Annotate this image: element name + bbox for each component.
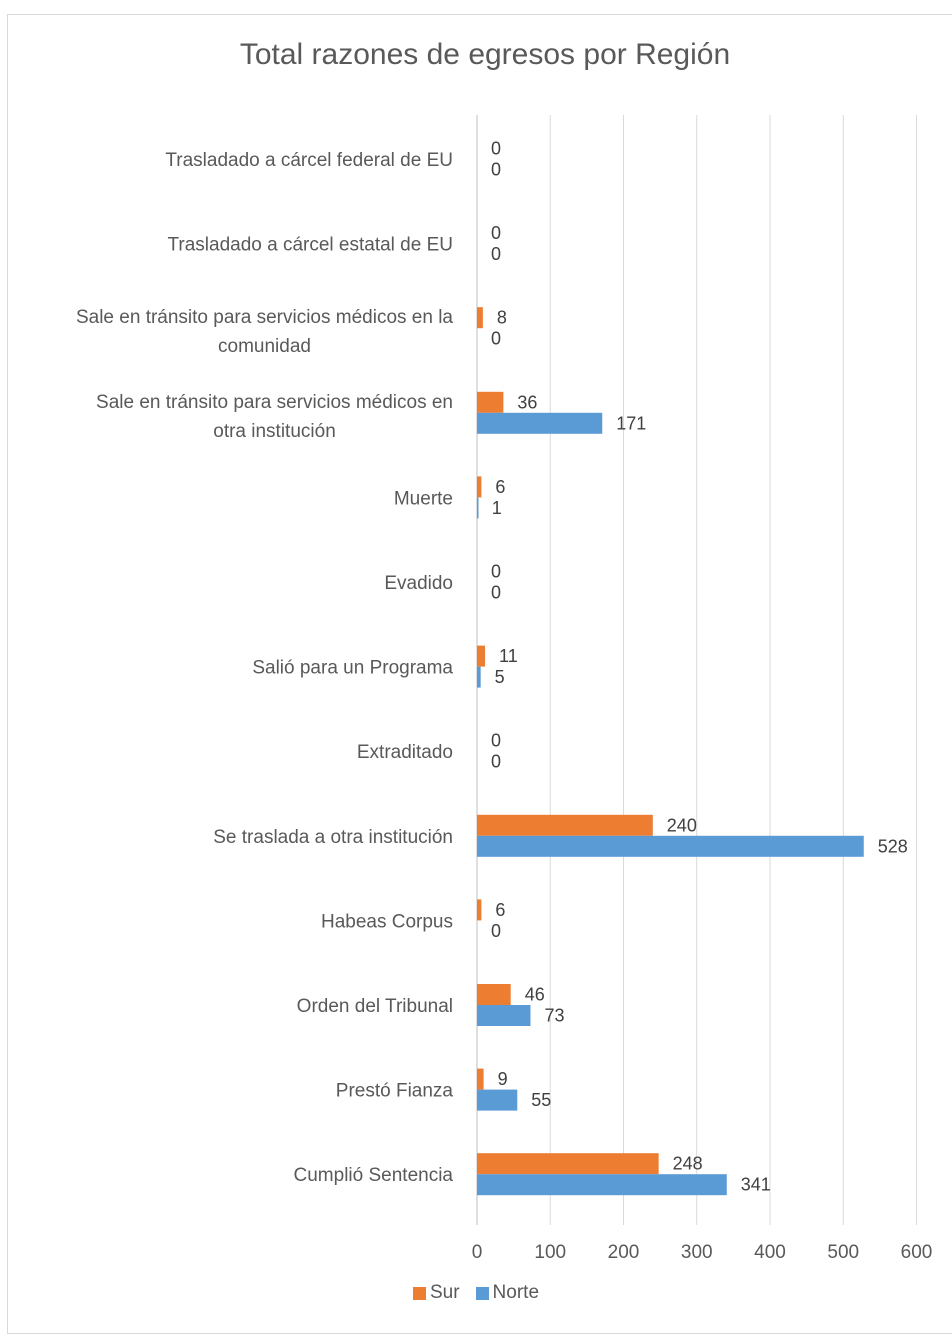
- data-label-norte: 171: [616, 413, 646, 433]
- x-tick-label: 400: [754, 1242, 786, 1263]
- category-label: Trasladado a cárcel federal de EU: [165, 150, 453, 171]
- bar-sur: [477, 1068, 484, 1090]
- bar-norte: [477, 666, 481, 688]
- data-label-sur: 36: [517, 392, 537, 412]
- data-label-norte: 5: [495, 667, 505, 687]
- data-label-sur: 8: [497, 308, 507, 328]
- data-label-norte: 73: [544, 1006, 564, 1026]
- bar-sur: [477, 1153, 659, 1175]
- data-label-sur: 0: [491, 223, 501, 243]
- data-label-sur: 6: [495, 477, 505, 497]
- category-label: Muerte: [394, 488, 453, 509]
- bar-norte: [477, 835, 864, 857]
- data-label-norte: 528: [878, 836, 908, 856]
- data-label-norte: 0: [491, 752, 501, 772]
- data-label-norte: 55: [531, 1090, 551, 1110]
- data-label-sur: 0: [491, 139, 501, 159]
- legend-swatch-sur: [412, 1286, 426, 1300]
- legend-label-norte: Norte: [492, 1282, 540, 1303]
- x-tick-label: 200: [608, 1242, 640, 1263]
- bar-sur: [477, 899, 482, 921]
- bar-norte: [477, 1089, 518, 1111]
- category-label: Prestó Fianza: [336, 1081, 454, 1102]
- category-label: Extraditado: [357, 742, 453, 763]
- category-label: Evadido: [384, 573, 453, 594]
- bar-norte: [477, 412, 603, 434]
- legend-label-sur: Sur: [429, 1282, 460, 1303]
- category-label-line: comunidad: [218, 336, 311, 357]
- bar-sur: [477, 476, 482, 498]
- data-label-norte: 0: [491, 583, 501, 603]
- category-label-line: Sale en tránsito para servicios médicos …: [76, 307, 453, 328]
- category-label: Cumplió Sentencia: [294, 1165, 454, 1186]
- data-label-sur: 0: [491, 562, 501, 582]
- bar-sur: [477, 391, 504, 413]
- x-tick-label: 0: [472, 1242, 483, 1263]
- x-tick-label: 100: [534, 1242, 566, 1263]
- bar-norte: [477, 1174, 727, 1196]
- data-label-sur: 6: [495, 900, 505, 920]
- category-label: Trasladado a cárcel estatal de EU: [167, 235, 453, 256]
- data-label-sur: 11: [499, 646, 518, 666]
- category-label-line: otra institución: [213, 421, 336, 442]
- data-label-sur: 9: [498, 1069, 508, 1089]
- data-label-sur: 240: [667, 815, 697, 835]
- data-label-norte: 0: [491, 160, 501, 180]
- category-label: Sale en tránsito para servicios médicos …: [76, 307, 453, 357]
- category-label-line: Sale en tránsito para servicios médicos …: [96, 392, 453, 413]
- bar-norte: [477, 1005, 531, 1026]
- bar-sur: [477, 984, 511, 1005]
- data-label-norte: 0: [491, 921, 501, 941]
- data-label-norte: 0: [491, 329, 501, 349]
- bar-sur: [477, 645, 486, 667]
- data-label-sur: 0: [491, 731, 501, 751]
- x-tick-label: 600: [901, 1242, 933, 1263]
- bar-sur: [477, 307, 483, 329]
- data-label-sur: 248: [673, 1154, 703, 1174]
- x-tick-label: 300: [681, 1242, 713, 1263]
- bar-sur: [477, 814, 653, 836]
- legend-item-norte: Norte: [475, 1282, 540, 1304]
- chart-legend: Sur Norte: [0, 1282, 952, 1304]
- bar-norte: [477, 497, 479, 519]
- category-label: Habeas Corpus: [321, 911, 453, 932]
- legend-item-sur: Sur: [412, 1282, 460, 1304]
- data-label-sur: 46: [525, 985, 545, 1005]
- data-label-norte: 0: [491, 244, 501, 264]
- x-tick-label: 500: [827, 1242, 859, 1263]
- category-label: Orden del Tribunal: [297, 996, 453, 1017]
- legend-swatch-norte: [475, 1286, 489, 1300]
- category-label: Salió para un Programa: [252, 658, 453, 679]
- category-label: Se traslada a otra institución: [213, 827, 453, 848]
- data-label-norte: 341: [741, 1175, 771, 1195]
- category-label: Sale en tránsito para servicios médicos …: [96, 392, 453, 442]
- data-label-norte: 1: [492, 498, 502, 518]
- chart-title: Total razones de egresos por Región: [239, 38, 731, 71]
